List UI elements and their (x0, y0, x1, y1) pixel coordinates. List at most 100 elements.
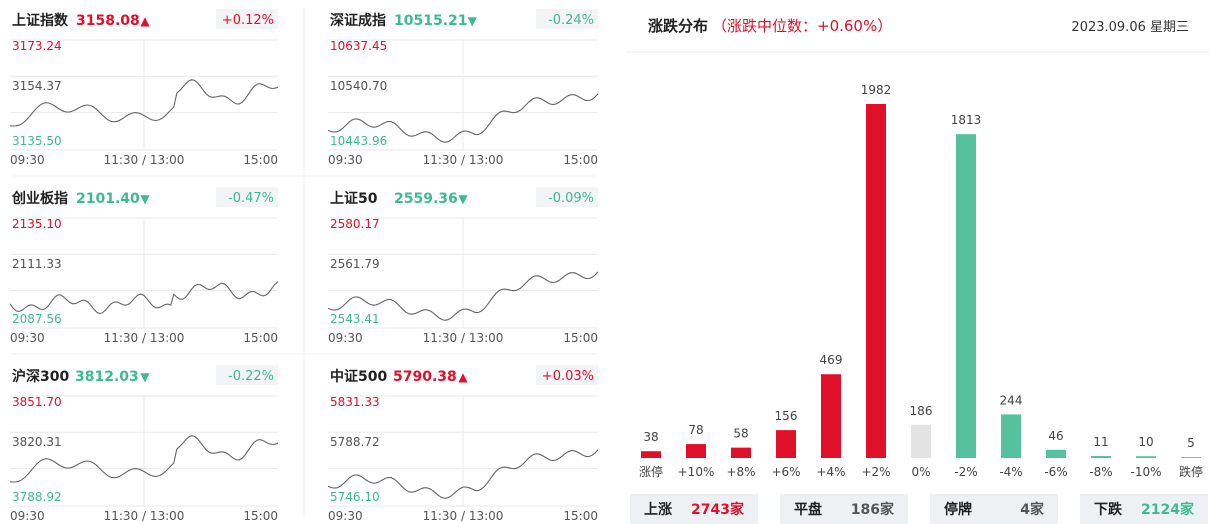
y-low-label: 5746.10 (330, 490, 380, 504)
index-panel[interactable]: 创业板指 2101.40 ▼ -0.47% 2135.10 2111.33 2087.56 0… (9, 187, 279, 345)
intraday-line (9, 79, 279, 127)
x-start-label: 09:30 (10, 509, 45, 523)
y-low-label: 2087.56 (12, 312, 62, 326)
distribution-chart: 涨跌分布 （涨跌中位数：+0.60%） 2023.09.06 星期三 38 涨停 7… (626, 17, 1209, 479)
x-mid-label: 11:30 / 13:00 (104, 509, 185, 523)
category-label: -8% (1089, 465, 1112, 479)
x-end-label: 15:00 (563, 509, 598, 523)
change-badge (536, 9, 598, 29)
up-arrow-icon: ▲ (458, 370, 468, 384)
category-label: +2% (861, 465, 890, 479)
summary-up-label: 上涨 (644, 502, 672, 518)
category-label: +8% (726, 465, 755, 479)
change-badge (216, 365, 278, 385)
bar (1181, 457, 1201, 458)
bar (1001, 414, 1021, 458)
category-label: 跌停 (1179, 464, 1203, 479)
category-label: -4% (999, 465, 1022, 479)
intraday-line (9, 435, 279, 483)
index-name: 沪深300 (12, 368, 69, 385)
summary-up-value: 2743家 (691, 502, 744, 518)
x-end-label: 15:00 (563, 153, 598, 167)
summary-down-label: 下跌 (1094, 502, 1122, 518)
up-arrow-icon: ▲ (140, 14, 150, 28)
summary-up: 上涨 2743家 (630, 494, 758, 524)
index-panel[interactable]: 上证指数 3158.08 ▲ +0.12% 3173.24 3154.37 3135.50 0… (9, 9, 279, 167)
index-price: 5790.38 (393, 369, 457, 385)
x-mid-label: 11:30 / 13:00 (423, 331, 504, 345)
index-panel[interactable]: 上证50 2559.36 ▼ -0.09% 2580.17 2561.79 2543.41 0… (327, 187, 599, 345)
bar (956, 134, 976, 458)
change-percent: +0.03% (542, 369, 594, 384)
y-low-label: 10443.96 (330, 134, 387, 148)
bar (1091, 456, 1111, 458)
summary-down-value: 2124家 (1141, 502, 1194, 518)
category-label: +10% (678, 465, 715, 479)
y-mid-label: 2111.33 (12, 257, 62, 271)
bar (1136, 456, 1156, 458)
index-name: 上证50 (330, 191, 378, 207)
y-high-label: 2135.10 (12, 217, 62, 231)
bar-value-label: 5 (1187, 436, 1195, 450)
index-name: 深证成指 (330, 12, 386, 29)
y-mid-label: 3820.31 (12, 435, 62, 449)
index-price: 2559.36 (394, 191, 458, 207)
index-panel[interactable]: 中证500 5790.38 ▲ +0.03% 5831.33 5788.72 5746.10… (327, 365, 599, 523)
down-arrow-icon: ▼ (140, 192, 150, 206)
y-high-label: 3173.24 (12, 39, 62, 53)
bar-value-label: 10 (1138, 435, 1153, 449)
bar-value-label: 38 (643, 430, 658, 444)
change-badge (536, 365, 598, 385)
down-arrow-icon: ▼ (458, 192, 468, 206)
change-badge (216, 9, 278, 29)
bar-value-label: 156 (775, 409, 798, 423)
bar (911, 424, 931, 458)
y-mid-label: 3154.37 (12, 79, 62, 93)
index-name: 上证指数 (12, 12, 69, 29)
index-panels: 上证指数 3158.08 ▲ +0.12%3173.243154.373135.500… (9, 8, 599, 523)
bar-value-label: 244 (1000, 393, 1023, 407)
intraday-line (327, 271, 599, 321)
bar-value-label: 186 (910, 404, 933, 418)
down-arrow-icon: ▼ (140, 370, 150, 384)
x-start-label: 09:30 (10, 331, 45, 345)
summary-flat: 平盘 186家 (780, 494, 908, 524)
x-end-label: 15:00 (243, 509, 278, 523)
bar-value-label: 1813 (951, 113, 982, 127)
bar (731, 447, 751, 458)
bar-value-label: 78 (688, 423, 703, 437)
bar-value-label: 58 (733, 427, 748, 441)
category-label: -6% (1044, 465, 1067, 479)
summary-suspended-value: 4家 (1020, 502, 1044, 518)
summary-suspended-label: 停牌 (944, 502, 972, 518)
bar (821, 374, 841, 458)
x-start-label: 09:30 (328, 153, 363, 167)
bar-value-label: 469 (820, 353, 843, 367)
bar (686, 444, 706, 458)
summary-flat-label: 平盘 (794, 502, 822, 518)
intraday-line (327, 449, 599, 499)
summary-down: 下跌 2124家 (1080, 494, 1208, 524)
bar-value-label: 1982 (861, 83, 892, 97)
category-label: 0% (911, 465, 930, 479)
y-low-label: 3135.50 (12, 134, 62, 148)
bar (1046, 449, 1066, 458)
change-badge (216, 187, 278, 207)
change-badge (536, 187, 598, 207)
index-panel[interactable]: 沪深300 3812.03 ▼ -0.22% 3851.70 3820.31 3788.92… (9, 365, 279, 523)
intraday-line (327, 93, 599, 143)
x-mid-label: 11:30 / 13:00 (423, 153, 504, 167)
category-label: -10% (1130, 465, 1161, 479)
bar-value-label: 46 (1048, 429, 1063, 443)
index-panel[interactable]: 深证成指 10515.21 ▼ -0.24% 10637.45 10540.70 10443… (327, 9, 599, 167)
change-percent: -0.24% (548, 13, 594, 28)
change-percent: +0.12% (222, 13, 274, 28)
index-name: 创业板指 (11, 190, 68, 207)
x-end-label: 15:00 (243, 331, 278, 345)
distribution-title: 涨跌分布 (648, 17, 708, 35)
bar-value-label: 11 (1093, 435, 1108, 449)
x-start-label: 09:30 (10, 153, 45, 167)
x-mid-label: 11:30 / 13:00 (104, 331, 185, 345)
down-arrow-icon: ▼ (468, 14, 478, 28)
index-price: 10515.21 (394, 13, 468, 29)
